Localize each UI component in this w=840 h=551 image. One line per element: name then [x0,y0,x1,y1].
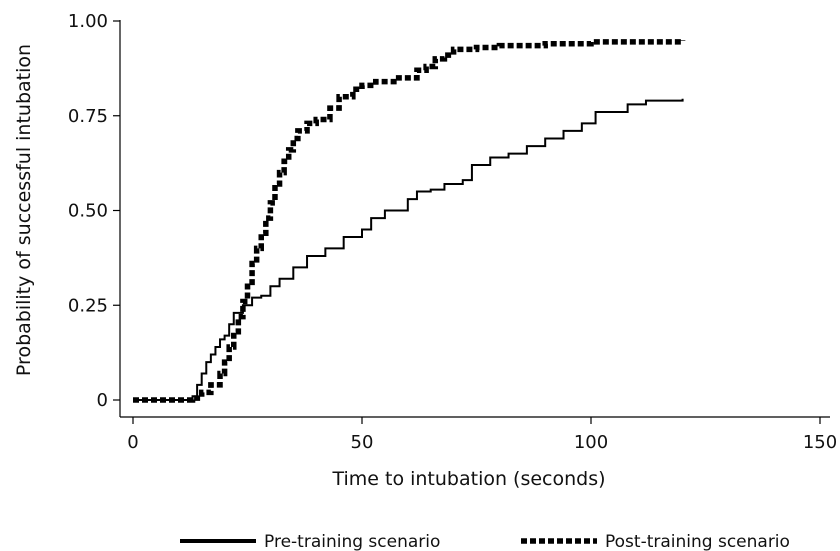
y-tick-label: 0.75 [68,106,108,127]
legend-pre-label: Pre-training scenario [264,532,440,551]
series-layer [133,39,686,403]
y-axis-label: Probability of successful intubation [13,44,35,376]
x-tick-label: 0 [127,432,138,453]
y-tick-label: 1.00 [68,11,108,32]
axes: 0 50 100 150 0 0.25 0.50 0.75 1.00 [68,11,837,453]
y-tick-label: 0.50 [68,201,108,222]
legend-post-label: Post-training scenario [605,532,790,551]
x-axis-label: Time to intubation (seconds) [331,468,605,490]
post-training-line [133,39,686,403]
x-tick-label: 50 [351,432,374,453]
x-tick-label: 150 [803,432,837,453]
pre-training-line [133,98,684,401]
y-tick-label: 0.25 [68,295,108,316]
y-tick-label: 0 [97,390,108,411]
x-tick-label: 100 [574,432,608,453]
legend: Pre-training scenario Post-training scena… [180,532,790,551]
